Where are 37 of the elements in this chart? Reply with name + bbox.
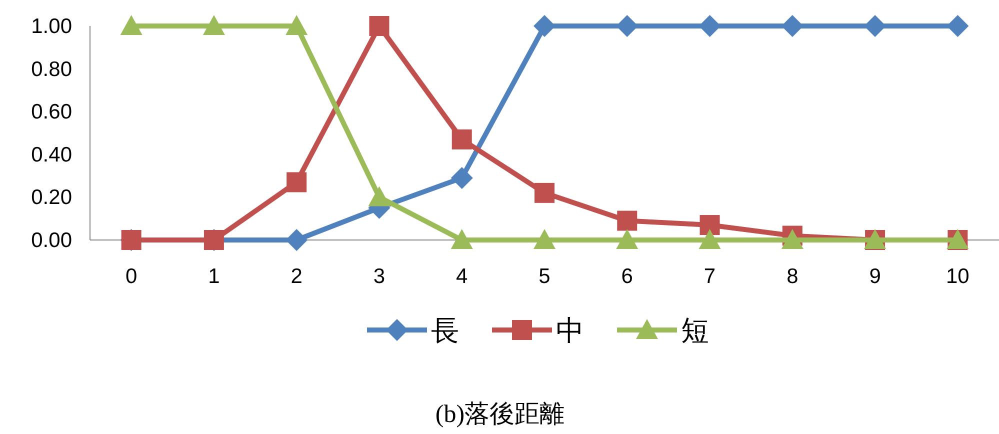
y-tick-label: 0.20 bbox=[31, 186, 72, 210]
x-tick-label: 2 bbox=[290, 265, 302, 288]
point bbox=[698, 229, 721, 249]
point bbox=[450, 229, 473, 249]
x-tick-label: 0 bbox=[125, 265, 138, 288]
y-tick-label: 0.40 bbox=[31, 143, 72, 166]
point bbox=[368, 186, 390, 206]
legend-label: 長 bbox=[431, 314, 459, 347]
legend-label: 中 bbox=[556, 314, 584, 347]
point bbox=[617, 210, 638, 231]
point bbox=[452, 129, 472, 150]
point bbox=[616, 229, 638, 249]
x-tick-label: 5 bbox=[538, 265, 550, 288]
point bbox=[369, 16, 390, 36]
x-tick-label: 3 bbox=[373, 265, 386, 288]
x-tick-label: 10 bbox=[946, 265, 970, 288]
x-tick-label: 9 bbox=[869, 265, 881, 288]
y-tick-label: 0.00 bbox=[31, 229, 72, 252]
legend-label: 短 bbox=[681, 314, 709, 347]
point bbox=[781, 229, 804, 249]
point bbox=[700, 215, 720, 236]
y-tick-label: 0.60 bbox=[31, 100, 72, 124]
point bbox=[120, 15, 142, 35]
point bbox=[534, 229, 556, 249]
point bbox=[534, 182, 554, 203]
point bbox=[286, 172, 307, 192]
point bbox=[286, 15, 308, 35]
x-tick-label: 4 bbox=[456, 265, 468, 288]
x-tick-label: 6 bbox=[621, 265, 633, 288]
text: (b)落後距離 bbox=[435, 401, 565, 428]
x-tick-label: 1 bbox=[208, 265, 220, 288]
point bbox=[202, 15, 225, 35]
point bbox=[450, 166, 473, 189]
x-tick-label: 7 bbox=[704, 265, 716, 288]
y-tick-label: 1.00 bbox=[31, 15, 72, 38]
x-tick-label: 8 bbox=[786, 265, 798, 288]
y-tick-label: 0.80 bbox=[31, 58, 72, 81]
